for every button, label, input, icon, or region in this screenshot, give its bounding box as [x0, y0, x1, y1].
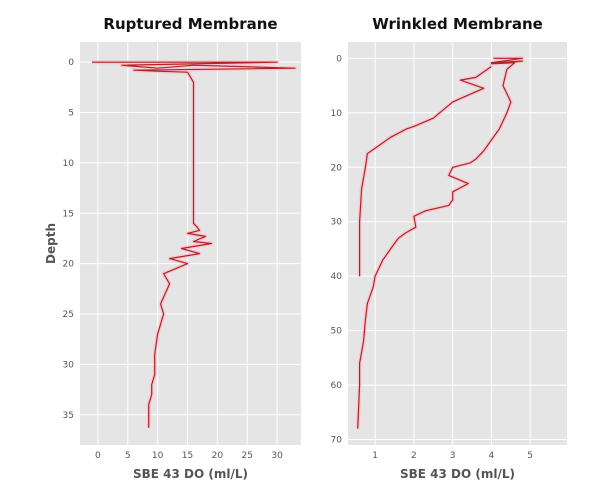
ruptured-x-tick-label: 25	[242, 451, 253, 461]
wrinkled-x-tick-label: 4	[489, 451, 495, 461]
ruptured-x-axis-label: SBE 43 DO (ml/L)	[133, 467, 248, 481]
wrinkled-y-tick-label: 0	[336, 54, 342, 64]
ruptured-y-tick-label: 30	[63, 360, 75, 370]
wrinkled-y-tick-label: 50	[331, 327, 343, 337]
wrinkled-title: Wrinkled Membrane	[372, 15, 543, 33]
ruptured-x-tick-label: 10	[152, 451, 164, 461]
wrinkled-plot-area	[348, 42, 567, 445]
wrinkled-x-axis-label: SBE 43 DO (ml/L)	[400, 467, 515, 481]
ruptured-y-tick-label: 15	[63, 209, 74, 219]
ruptured-plot-area	[80, 42, 301, 445]
ruptured-y-tick-label: 10	[63, 159, 75, 169]
ruptured-y-tick-label: 35	[63, 411, 74, 421]
wrinkled-series-line-1	[359, 66, 492, 277]
ruptured-x-tick-label: 20	[212, 451, 224, 461]
ruptured-x-tick-label: 5	[125, 451, 131, 461]
ruptured-x-tick-label: 15	[182, 451, 193, 461]
wrinkled-y-tick-label: 30	[331, 218, 343, 228]
ruptured-x-tick-label: 30	[271, 451, 283, 461]
wrinkled-y-tick-label: 20	[331, 163, 343, 173]
wrinkled-y-tick-label: 70	[331, 436, 343, 446]
ruptured-y-tick-label: 5	[68, 109, 74, 119]
ruptured-y-tick-label: 25	[63, 310, 74, 320]
panel-ruptured-membrane: 0 5 10 15 20 25 30 0 5 10 15 20 25 30 35 Ruptured Membr…	[44, 15, 301, 481]
wrinkled-x-tick-label: 3	[450, 451, 456, 461]
ruptured-series-line-0	[91, 61, 296, 428]
ruptured-y-tick-label: 20	[63, 260, 75, 270]
ruptured-y-axis-label: Depth	[44, 223, 58, 264]
ruptured-x-tick-label: 0	[95, 451, 101, 461]
wrinkled-x-tick-label: 1	[372, 451, 378, 461]
wrinkled-y-tick-label: 10	[331, 109, 343, 119]
wrinkled-y-tick-label: 60	[331, 381, 343, 391]
wrinkled-y-tick-label: 40	[331, 272, 343, 282]
wrinkled-x-tick-label: 2	[411, 451, 417, 461]
ruptured-y-tick-label: 0	[68, 58, 74, 68]
wrinkled-x-tick-label: 5	[527, 451, 533, 461]
wrinkled-series-line-0	[357, 57, 524, 429]
ruptured-title: Ruptured Membrane	[103, 15, 277, 33]
